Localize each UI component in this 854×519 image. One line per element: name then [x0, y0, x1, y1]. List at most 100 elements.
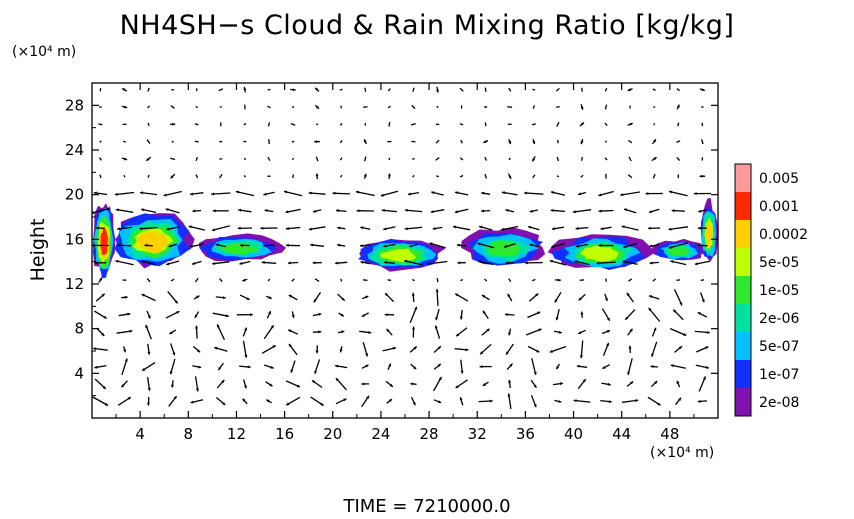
wind-vector [429, 242, 446, 249]
wind-vector [387, 88, 391, 92]
wind-vector [435, 139, 440, 144]
wind-vector [386, 328, 393, 336]
wind-vector [501, 225, 519, 231]
wind-vector [215, 296, 226, 300]
wind-vector [459, 397, 464, 406]
wind-vector [170, 173, 176, 179]
wind-vector [647, 396, 661, 406]
wind-vector [121, 295, 128, 299]
wind-vector [211, 192, 231, 196]
wind-vector [383, 243, 396, 248]
wind-vector [190, 399, 204, 404]
wind-vector [579, 340, 584, 359]
wind-vector [359, 330, 372, 334]
y-tick-label-28: 28 [65, 96, 84, 114]
wind-vector [505, 209, 515, 213]
wind-vector [145, 156, 152, 162]
cloud-blob-0-level-1 [100, 227, 109, 256]
wind-vector [604, 157, 608, 161]
wind-vector [267, 105, 271, 109]
wind-vector [362, 342, 369, 357]
wind-vector [648, 295, 660, 300]
wind-vector [596, 261, 616, 265]
wind-vector [556, 156, 560, 162]
wind-vector [339, 139, 343, 144]
wind-vector [170, 278, 175, 282]
wind-vector [504, 313, 515, 317]
wind-vector [121, 380, 128, 388]
wind-vector [404, 208, 423, 213]
wind-vector [652, 173, 656, 179]
wind-vector [169, 358, 176, 375]
wind-vector [628, 139, 633, 144]
wind-vector [410, 396, 416, 406]
wind-vector [388, 157, 391, 161]
x-tick-label-36: 36 [516, 425, 535, 443]
wind-vector [383, 226, 396, 231]
wind-vector [674, 397, 682, 406]
wind-vector [218, 88, 224, 92]
wind-vector [693, 192, 711, 196]
wind-vector [361, 295, 369, 300]
wind-vector [93, 191, 108, 196]
wind-vector [580, 156, 583, 161]
wind-vector [311, 379, 323, 389]
wind-vector [238, 208, 252, 213]
wind-vector [263, 364, 274, 369]
wind-vector [312, 209, 322, 213]
wind-vector [243, 123, 247, 126]
wind-vector [340, 105, 343, 109]
wind-vector [146, 310, 151, 319]
wind-vector [194, 376, 199, 392]
wind-vector [627, 88, 633, 92]
wind-vector [339, 346, 343, 353]
wind-vector [212, 261, 230, 265]
wind-vector [652, 278, 657, 282]
wind-vector [621, 225, 639, 231]
wind-vector [242, 278, 248, 282]
wind-vector [459, 157, 464, 161]
wind-vector [285, 226, 301, 231]
wind-vector [577, 378, 587, 390]
wind-vector [459, 87, 464, 92]
wind-vector [482, 381, 489, 387]
wind-vector [189, 243, 204, 248]
wind-vector [265, 295, 272, 300]
wind-vector [478, 260, 494, 266]
wind-vector [340, 174, 343, 178]
wind-vector [166, 260, 180, 266]
colorbar-label-1: 0.001 [759, 199, 799, 215]
wind-vector [290, 360, 296, 373]
wind-vector [580, 174, 584, 178]
colorbar-label-8: 2e-08 [759, 395, 799, 411]
wind-vector [503, 243, 516, 248]
wind-vector [677, 122, 680, 127]
wind-vector [190, 192, 204, 196]
wind-vector [411, 278, 415, 282]
wind-vector [697, 311, 708, 318]
wind-vector [531, 155, 536, 162]
wind-vector [387, 173, 391, 180]
wind-vector [459, 123, 464, 126]
wind-vector [549, 259, 567, 266]
wind-vector [670, 260, 687, 266]
wind-vector [410, 363, 417, 370]
wind-vector [315, 345, 319, 354]
x-tick-label-32: 32 [468, 425, 487, 443]
wind-vector [648, 307, 661, 322]
wind-vector [673, 289, 683, 306]
wind-vector [412, 157, 415, 160]
x-tick-label-20: 20 [323, 425, 342, 443]
wind-vector [261, 260, 277, 264]
chart-title: NH4SH−s Cloud & Rain Mixing Ratio [kg/kg… [119, 10, 735, 41]
wind-vector [98, 157, 103, 161]
time-label: TIME = 7210000.0 [343, 496, 511, 517]
wind-vector [507, 293, 513, 302]
wind-vector [267, 122, 271, 127]
wind-vector [290, 122, 296, 126]
wind-vector [211, 225, 230, 232]
wind-vector [412, 87, 415, 92]
wind-vector [622, 260, 638, 265]
wind-vector [576, 364, 588, 368]
wind-vector [435, 156, 440, 161]
